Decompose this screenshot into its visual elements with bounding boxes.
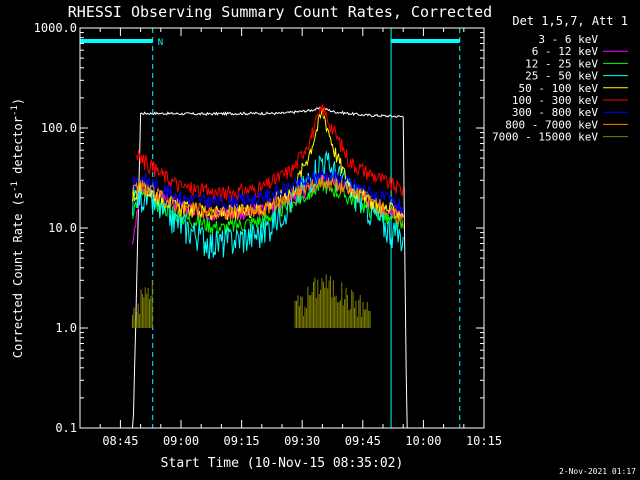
y-axis-label-sup2: -1: [10, 105, 20, 116]
night-marker-label: N: [158, 38, 163, 48]
legend-label-4: 50 - 100 keV: [519, 82, 599, 95]
series-line-7: [132, 174, 404, 229]
x-axis-label: Start Time (10-Nov-15 08:35:02): [161, 456, 404, 471]
x-tick-label-0: 08:45: [102, 434, 138, 448]
series-line-3: [132, 150, 404, 260]
series-lines: [132, 104, 408, 429]
y-tick-label-3: 100.0: [41, 121, 77, 135]
legend-label-5: 100 - 300 keV: [512, 94, 598, 107]
legend-label-0: 3 - 6 keV: [538, 33, 598, 46]
x-tick-label-4: 09:45: [345, 434, 381, 448]
legend-label-6: 300 - 800 keV: [512, 106, 598, 119]
y-axis-label-mid: detector: [11, 116, 25, 181]
legend-label-3: 25 - 50 keV: [525, 70, 598, 83]
y-tick-label-2: 10.0: [48, 221, 77, 235]
chart-title: RHESSI Observing Summary Count Rates, Co…: [68, 3, 492, 21]
y-tick-label-4: 1000.0: [34, 21, 77, 35]
axes: 0.1 1.0 10.0 100.0 1000.0 08:45 09:00 09:15 09:3…: [34, 21, 502, 448]
x-tick-label-6: 10:15: [466, 434, 502, 448]
y-tick-label-1: 1.0: [55, 321, 77, 335]
legend-label-8: 7000 - 15000 keV: [492, 131, 598, 144]
footer-timestamp: 2-Nov-2021 01:17: [559, 467, 636, 476]
y-tick-label-0: 0.1: [55, 421, 77, 435]
x-tick-label-5: 10:00: [405, 434, 441, 448]
x-tick-label-3: 09:30: [284, 434, 320, 448]
x-tick-label-2: 09:15: [224, 434, 260, 448]
series-line-8: [132, 274, 371, 328]
legend-header: Det 1,5,7, Att 1: [512, 14, 628, 28]
y-axis-label-sup1: -1: [10, 181, 20, 192]
series-line-5: [136, 104, 404, 202]
y-axis-label-main: Corrected Count Rate (s: [11, 192, 25, 358]
legend-label-1: 6 - 12 keV: [532, 45, 599, 58]
y-axis-label-end: ): [11, 98, 25, 105]
series-line-0: [132, 106, 408, 429]
legend-label-7: 800 - 7000 keV: [505, 118, 598, 131]
x-tick-label-1: 09:00: [163, 434, 199, 448]
legend-label-2: 12 - 25 keV: [525, 57, 598, 70]
y-axis-label: Corrected Count Rate (s-1 detector-1): [10, 98, 25, 358]
